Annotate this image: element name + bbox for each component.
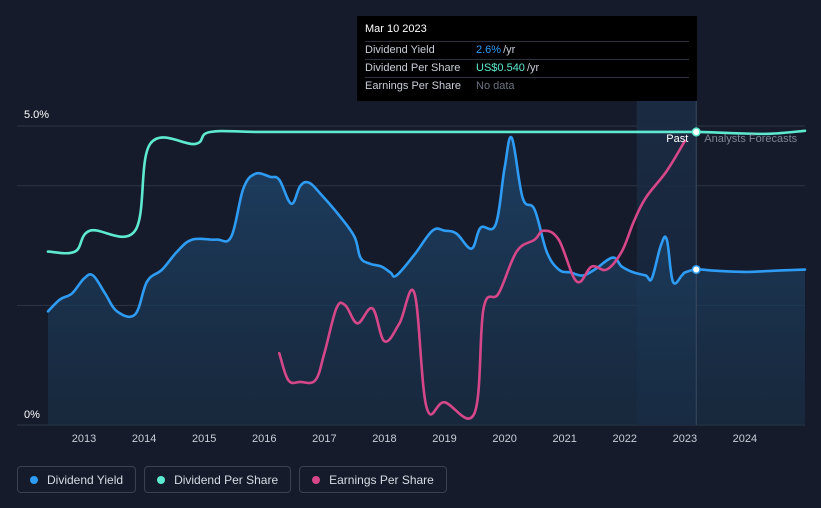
tooltip-row-dividend-per-share: Dividend Per Share US$0.540 /yr bbox=[365, 59, 689, 77]
dividend-per-share-marker bbox=[691, 127, 701, 137]
x-tick-label: 2024 bbox=[733, 433, 757, 445]
tooltip-unit: /yr bbox=[503, 44, 516, 56]
dividend-yield-line bbox=[46, 135, 807, 319]
tooltip-row-dividend-yield: Dividend Yield 2.6% /yr bbox=[365, 41, 689, 59]
y-tick-label: 0% bbox=[24, 409, 40, 421]
y-axis-labels: 5.0% 0% bbox=[24, 109, 49, 421]
y-tick-label: 5.0% bbox=[24, 109, 49, 121]
x-tick-label: 2019 bbox=[432, 433, 456, 445]
dividend-yield-area bbox=[48, 137, 805, 425]
dividend-per-share-line bbox=[46, 129, 807, 255]
dividend-yield-marker bbox=[691, 264, 701, 275]
tooltip-label: Dividend Yield bbox=[365, 44, 435, 56]
tooltip-row-earnings-per-share: Earnings Per Share No data bbox=[365, 77, 689, 95]
tooltip-label: Dividend Per Share bbox=[365, 62, 461, 74]
tooltip-unit: /yr bbox=[526, 62, 540, 74]
tooltip-value: 2.6% bbox=[476, 44, 502, 56]
x-tick-label: 2021 bbox=[552, 433, 576, 445]
x-tick-label: 2016 bbox=[252, 433, 276, 445]
legend-dot-icon bbox=[157, 475, 166, 484]
legend-item-dividend-yield[interactable]: Dividend Yield bbox=[17, 466, 137, 493]
x-tick-label: 2023 bbox=[673, 433, 697, 445]
legend-label: Dividend Yield bbox=[47, 472, 124, 487]
x-tick-label: 2013 bbox=[72, 433, 96, 445]
tooltip-value: US$0.540 bbox=[476, 62, 525, 74]
x-axis-labels: 2013 2014 2015 2016 2017 2018 2019 2020 2021 2022… bbox=[72, 433, 757, 445]
series-lines bbox=[46, 129, 807, 420]
tooltip-markers bbox=[691, 127, 701, 275]
legend-item-dividend-per-share[interactable]: Dividend Per Share bbox=[144, 466, 292, 493]
tooltip-panel: Mar 10 2023 Dividend Yield 2.6% /yr Divi… bbox=[357, 16, 697, 101]
x-tick-label: 2017 bbox=[312, 433, 336, 445]
legend-item-earnings-per-share[interactable]: Earnings Per Share bbox=[299, 466, 447, 493]
tooltip-label: Earnings Per Share bbox=[365, 80, 461, 92]
x-tick-label: 2020 bbox=[492, 433, 516, 445]
legend-label: Dividend Per Share bbox=[174, 472, 279, 487]
tooltip-value: No data bbox=[476, 80, 515, 92]
yield-area-layer bbox=[48, 137, 805, 425]
x-tick-label: 2015 bbox=[192, 433, 216, 445]
legend-dot-icon bbox=[30, 475, 38, 484]
x-tick-label: 2014 bbox=[132, 433, 156, 445]
forecast-label: Analysts Forecasts bbox=[704, 133, 797, 145]
x-tick-label: 2018 bbox=[372, 433, 396, 445]
past-label: Past bbox=[666, 133, 688, 145]
earnings-per-share-line bbox=[278, 139, 687, 420]
tooltip-date: Mar 10 2023 bbox=[365, 23, 427, 35]
x-tick-label: 2022 bbox=[613, 433, 637, 445]
legend-label: Earnings Per Share bbox=[329, 472, 434, 487]
legend-dot-icon bbox=[312, 475, 321, 484]
chart-legend: Dividend Yield Dividend Per Share Earnin… bbox=[17, 466, 447, 493]
